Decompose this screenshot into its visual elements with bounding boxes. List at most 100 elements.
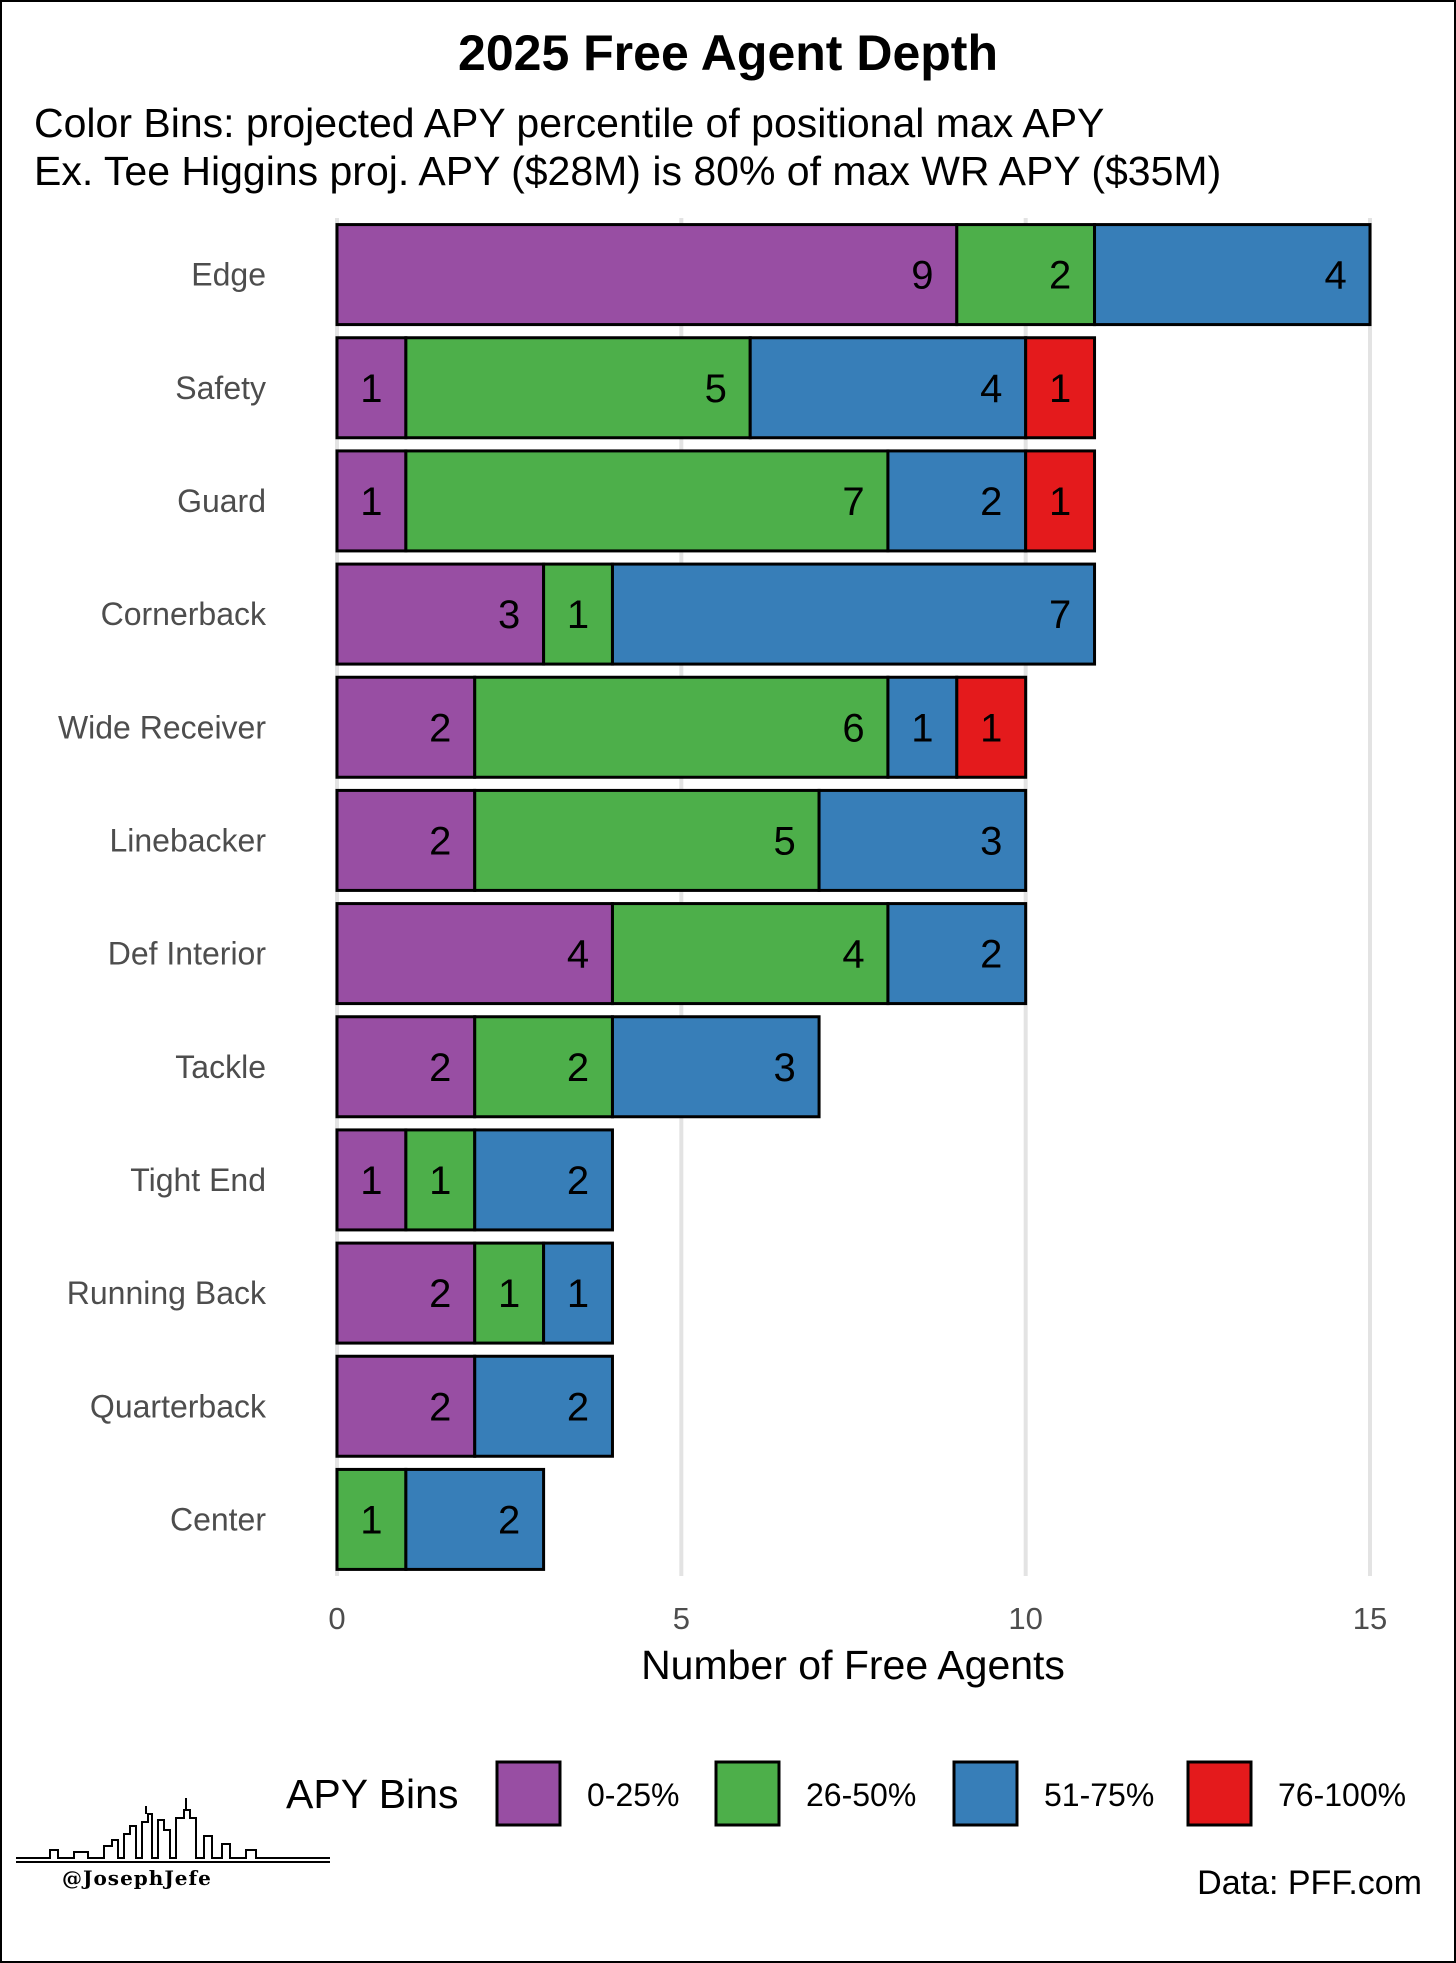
bar-value-label: 4 — [567, 933, 589, 977]
chart-subtitle-line-1: Color Bins: projected APY percentile of … — [34, 100, 1105, 146]
bar-segment — [335, 1241, 477, 1345]
bar-segment — [335, 675, 477, 779]
bar-segment — [335, 223, 959, 327]
legend: APY Bins 0-25% 26-50% 51-75% 76-100% — [286, 1760, 1406, 1827]
bar-segment — [404, 1467, 546, 1571]
category-label: Linebacker — [109, 822, 266, 858]
bar-segment — [886, 902, 1028, 1006]
bars: 9 2 4 1 5 4 1 1 7 2 1 3 1 7 2 6 1 1 2 5 3 4 4 2 2 2 3 1 1 2 2 1 1 2 2 1 2 — [335, 223, 1372, 1571]
bar-value-label: 5 — [705, 367, 727, 411]
bar-value-label: 6 — [842, 706, 864, 750]
data-source: Data: PFF.com — [1197, 1864, 1422, 1902]
bar-segment — [473, 1015, 614, 1119]
bar-segment — [335, 1354, 477, 1458]
legend-label: 51-75% — [1044, 1777, 1154, 1813]
bar-segment — [335, 788, 477, 892]
legend-key — [952, 1760, 1019, 1827]
x-tick-labels: 0 5 10 15 — [328, 1601, 1387, 1636]
legend-key — [714, 1760, 781, 1827]
bar-segment — [335, 902, 614, 1006]
category-label: Tackle — [175, 1049, 266, 1085]
bar-segment — [886, 449, 1028, 553]
bar-value-label: 2 — [567, 1046, 589, 1090]
chart-subtitle-line-2: Ex. Tee Higgins proj. APY ($28M) is 80% … — [34, 148, 1222, 194]
bar-segment — [748, 336, 1028, 440]
gridlines — [335, 218, 1372, 1576]
bar-value-label: 4 — [842, 933, 864, 977]
bar-value-label: 3 — [980, 819, 1002, 863]
bar-segment — [335, 336, 408, 440]
bar-value-label: 1 — [360, 480, 382, 524]
bar-value-label: 4 — [980, 367, 1002, 411]
legend-key — [495, 1760, 562, 1827]
bar-value-label: 2 — [429, 1385, 451, 1429]
bar-value-label: 1 — [360, 1159, 382, 1203]
legend-key — [1186, 1760, 1253, 1827]
bar-value-label: 2 — [1049, 254, 1071, 298]
bar-segment — [610, 562, 1097, 666]
bar-value-label: 2 — [498, 1498, 520, 1542]
bar-segment — [335, 1467, 408, 1571]
category-label: Def Interior — [108, 936, 267, 972]
bar-segment — [1024, 336, 1097, 440]
category-label: Edge — [191, 257, 266, 293]
bar-segment — [404, 336, 752, 440]
bar-segment — [955, 223, 1097, 327]
category-labels: Edge Safety Guard Cornerback Wide Receiver Li… — [58, 257, 267, 1538]
x-tick-label: 0 — [328, 1601, 345, 1636]
legend-title: APY Bins — [286, 1771, 458, 1817]
bar-value-label: 1 — [360, 1498, 382, 1542]
bar-segment — [335, 1015, 477, 1119]
skyline-logo — [16, 1798, 330, 1863]
category-label: Guard — [177, 483, 266, 519]
bar-segment — [473, 675, 890, 779]
bar-value-label: 1 — [1049, 480, 1071, 524]
category-label: Running Back — [67, 1275, 267, 1311]
bar-value-label: 2 — [429, 819, 451, 863]
bar-segment — [335, 449, 408, 553]
bar-segment — [886, 675, 959, 779]
category-label: Wide Receiver — [58, 709, 266, 745]
bar-value-label: 1 — [567, 1272, 589, 1316]
bar-segment — [610, 1015, 821, 1119]
bar-value-label: 4 — [1324, 254, 1346, 298]
bar-value-label: 1 — [360, 367, 382, 411]
bar-segment — [542, 1241, 614, 1345]
bar-value-label: 2 — [567, 1159, 589, 1203]
bar-segment — [610, 902, 890, 1006]
bar-value-label: 9 — [911, 254, 933, 298]
bar-value-label: 1 — [911, 706, 933, 750]
bar-value-label: 2 — [980, 480, 1002, 524]
bar-value-label: 2 — [429, 1272, 451, 1316]
bar-value-label: 1 — [498, 1272, 520, 1316]
legend-label: 26-50% — [806, 1777, 916, 1813]
category-label: Quarterback — [90, 1388, 267, 1424]
bar-segment — [404, 449, 890, 553]
bar-value-label: 3 — [774, 1046, 796, 1090]
x-axis-label: Number of Free Agents — [641, 1642, 1065, 1688]
bar-segment — [473, 1128, 614, 1232]
legend-label: 76-100% — [1278, 1777, 1406, 1813]
bar-segment — [473, 788, 821, 892]
x-tick-label: 10 — [1008, 1601, 1042, 1636]
bar-value-label: 1 — [429, 1159, 451, 1203]
x-tick-label: 15 — [1353, 1601, 1387, 1636]
bar-value-label: 5 — [774, 819, 796, 863]
category-label: Cornerback — [101, 596, 267, 632]
bar-value-label: 2 — [567, 1385, 589, 1429]
bar-segment — [1093, 223, 1372, 327]
bar-segment — [335, 1128, 408, 1232]
bar-segment — [473, 1241, 546, 1345]
category-label: Tight End — [130, 1162, 266, 1198]
bar-segment — [473, 1354, 614, 1458]
bar-segment — [1024, 449, 1097, 553]
bar-value-label: 7 — [842, 480, 864, 524]
bar-value-label: 7 — [1049, 593, 1071, 637]
bar-value-label: 1 — [567, 593, 589, 637]
bar-segment — [955, 675, 1028, 779]
bar-value-label: 2 — [429, 1046, 451, 1090]
category-label: Safety — [175, 370, 266, 406]
bar-segment — [542, 562, 614, 666]
bar-value-label: 1 — [980, 706, 1002, 750]
